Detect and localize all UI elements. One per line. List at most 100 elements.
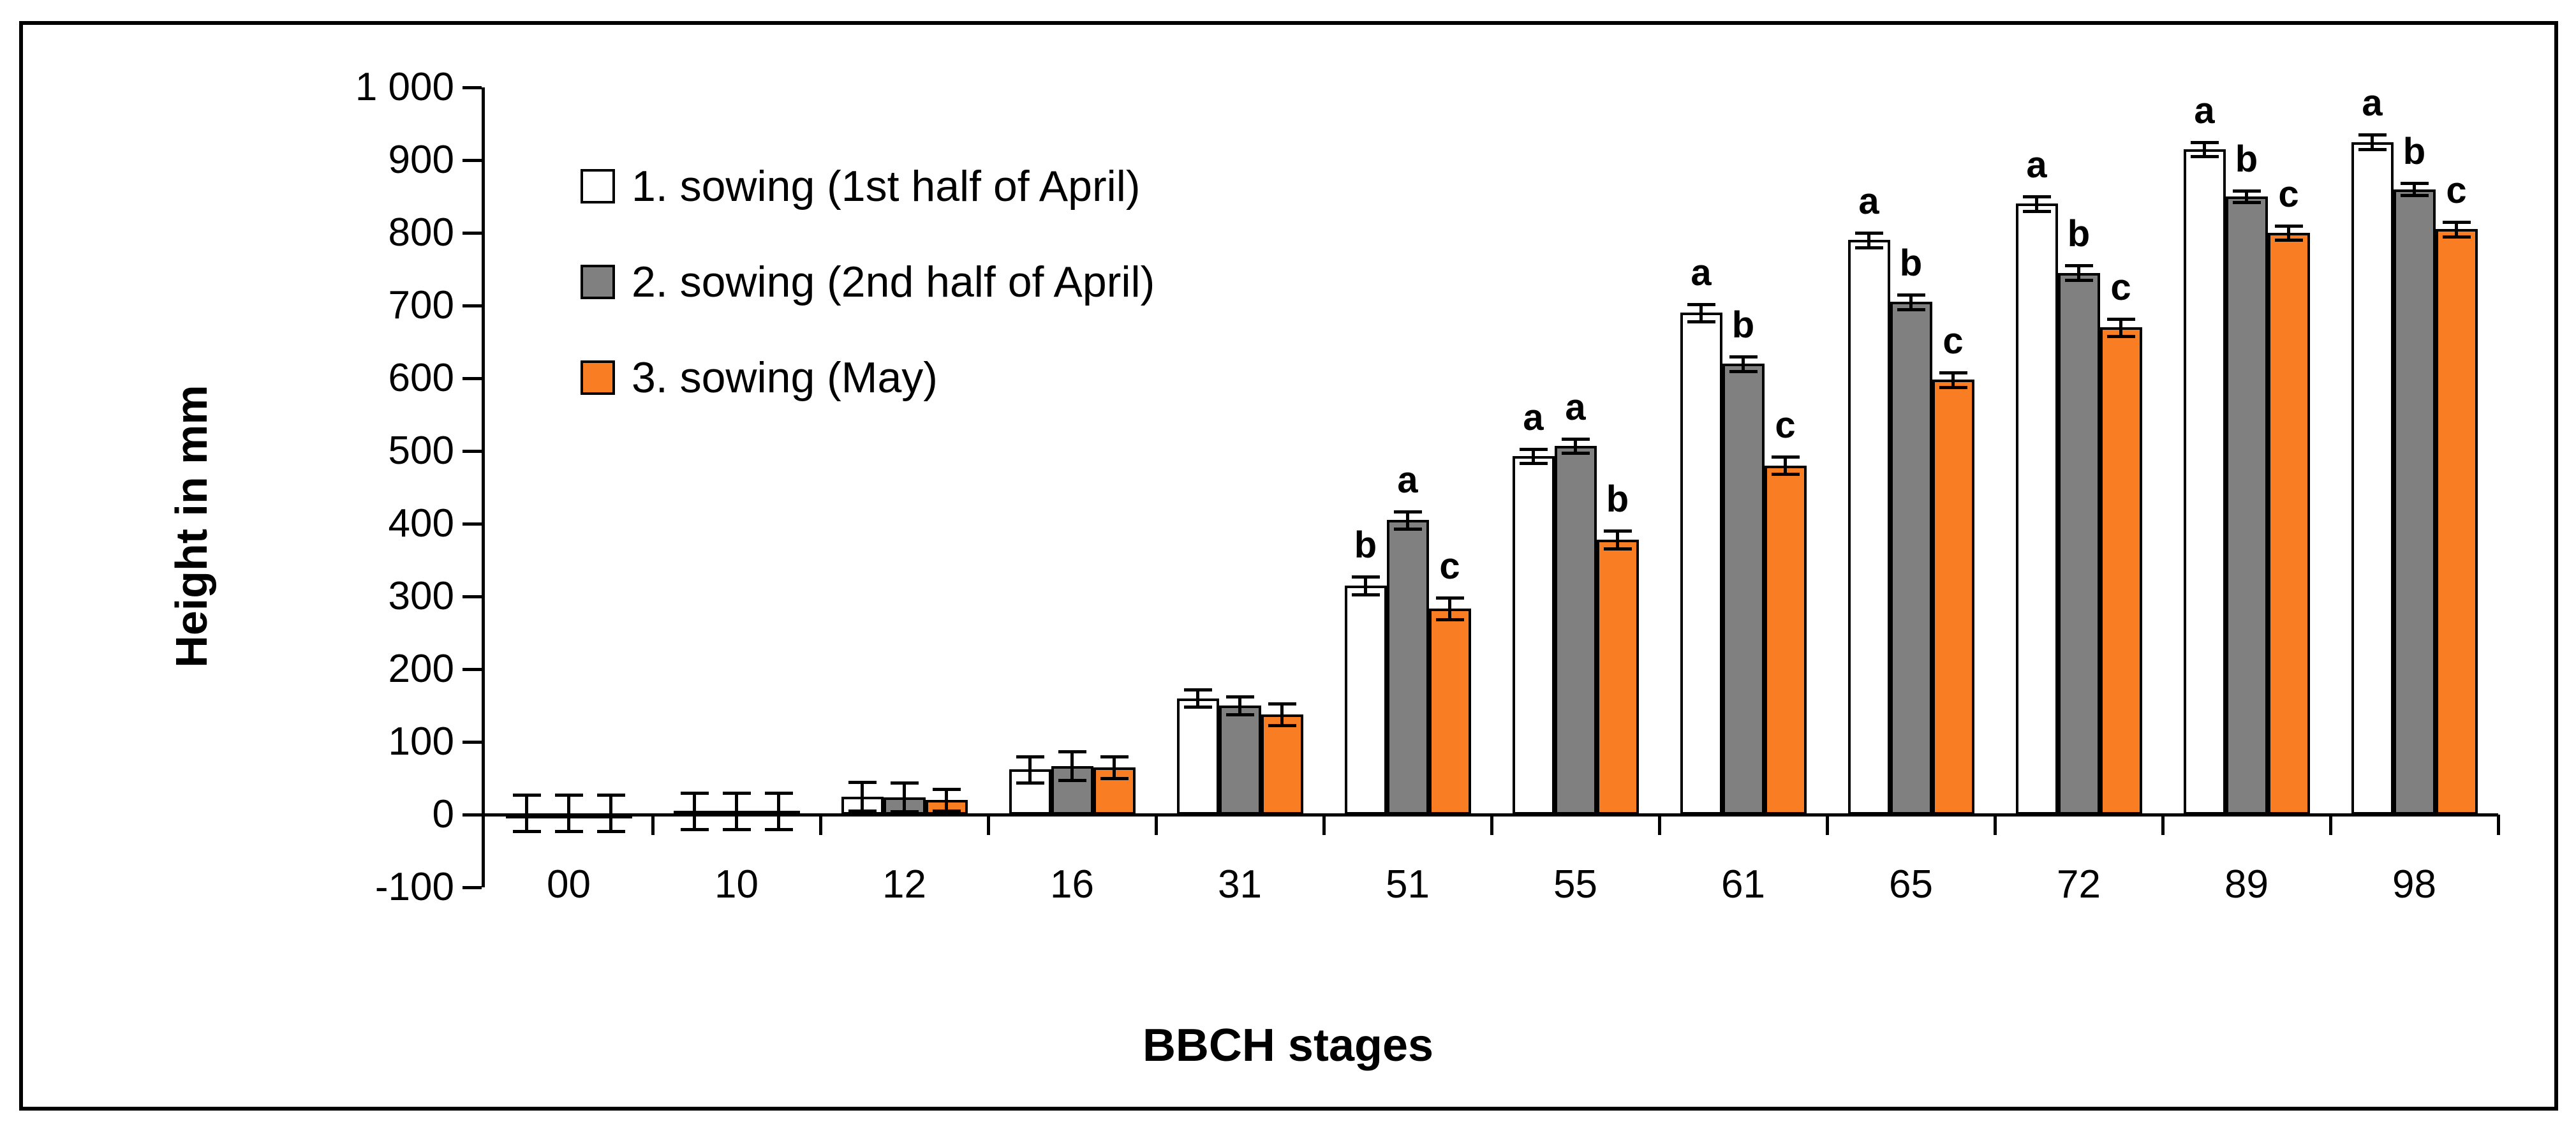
error-bar-cap: [848, 780, 877, 784]
significance-letter: c: [2446, 169, 2467, 211]
bar-sowing-3-bbch-61: [1764, 465, 1807, 815]
y-axis-tick: [463, 450, 482, 453]
error-bar: [1616, 531, 1619, 549]
bar-sowing-2-bbch-61: [1722, 364, 1765, 815]
significance-letter: c: [1943, 320, 1964, 362]
error-bar-cap: [2400, 182, 2429, 186]
x-category-label: 89: [2224, 862, 2269, 906]
error-bar-cap: [1183, 688, 1212, 691]
error-bar-cap: [1183, 706, 1212, 709]
significance-letter: a: [2362, 82, 2383, 124]
error-bar: [945, 789, 948, 811]
bar-sowing-3-bbch-55: [1596, 540, 1639, 815]
error-bar-cap: [890, 810, 919, 814]
error-bar-cap: [2022, 195, 2051, 198]
y-tick-label: 200: [388, 647, 454, 691]
error-bar-cap: [1393, 527, 1422, 531]
error-bar: [1070, 751, 1074, 781]
significance-letter: b: [2067, 213, 2091, 255]
error-bar: [1532, 448, 1535, 464]
error-bar: [1574, 438, 1577, 454]
y-axis-line: [482, 87, 485, 887]
error-bar-cap: [2358, 147, 2387, 151]
error-bar-cap: [1729, 369, 1758, 373]
error-bar-cap: [2442, 235, 2471, 239]
error-bar-cap: [512, 830, 541, 834]
bar-sowing-2-bbch-55: [1554, 446, 1597, 815]
error-bar: [2371, 135, 2374, 149]
error-bar-cap: [1771, 455, 1800, 459]
error-bar-cap: [764, 827, 793, 831]
y-axis-tick: [463, 86, 482, 89]
error-bar-cap: [2274, 239, 2303, 242]
x-category-label: 98: [2392, 862, 2436, 906]
error-bar-cap: [2442, 220, 2471, 224]
error-bar: [1784, 457, 1787, 475]
error-bar-cap: [2106, 317, 2135, 321]
x-axis-tick: [2161, 815, 2165, 835]
bar-sowing-1-bbch-89: [2183, 149, 2226, 815]
error-bar: [2455, 221, 2458, 237]
x-axis-tick: [1658, 815, 1661, 835]
significance-letter: a: [2194, 89, 2215, 131]
bar-sowing-2-bbch-98: [2393, 189, 2436, 815]
bar-sowing-1-bbch-72: [2015, 203, 2058, 815]
error-bar-cap: [2190, 155, 2219, 159]
error-bar: [1406, 511, 1409, 529]
y-tick-label: -100: [374, 865, 454, 909]
legend: 1. sowing (1st half of April) 2. sowing (…: [581, 159, 1155, 447]
x-category-label: 65: [1889, 862, 1933, 906]
legend-label: 1. sowing (1st half of April): [632, 162, 1141, 211]
error-bar-cap: [1058, 750, 1086, 753]
x-axis-title: BBCH stages: [1142, 1020, 1434, 1071]
y-axis-tick: [463, 595, 482, 598]
y-axis-tick: [463, 813, 482, 817]
error-bar-cap: [1225, 695, 1254, 699]
bar-sowing-1-bbch-61: [1680, 313, 1722, 815]
error-bar-cap: [1268, 702, 1296, 706]
error-bar: [735, 792, 738, 829]
error-bar-cap: [1939, 371, 1967, 374]
error-bar-cap: [1897, 307, 1925, 311]
legend-item: 2. sowing (2nd half of April): [581, 255, 1155, 309]
error-bar: [2245, 190, 2248, 203]
error-bar-cap: [1519, 462, 1548, 466]
error-bar: [693, 792, 696, 829]
error-bar-cap: [596, 794, 625, 797]
y-axis-tick: [463, 522, 482, 526]
legend-swatch-icon: [581, 169, 615, 203]
figure-border: [19, 21, 2558, 1111]
error-bar: [1238, 697, 1241, 714]
legend-label: 2. sowing (2nd half of April): [632, 258, 1155, 306]
error-bar-cap: [2022, 209, 2051, 213]
error-bar-cap: [890, 781, 919, 785]
significance-letter: a: [1565, 386, 1586, 428]
significance-letter: a: [1523, 396, 1544, 438]
error-bar-cap: [1771, 473, 1800, 477]
significance-letter: b: [2402, 131, 2426, 173]
error-bar: [1113, 756, 1116, 778]
x-axis-tick: [1490, 815, 1493, 835]
x-axis-tick: [1155, 815, 1158, 835]
error-bar-cap: [2358, 133, 2387, 137]
significance-letter: a: [1691, 251, 1712, 293]
error-bar-cap: [848, 809, 877, 813]
error-bar-cap: [554, 794, 583, 797]
bar-sowing-2-bbch-65: [1890, 302, 1932, 815]
x-axis-tick: [2329, 815, 2332, 835]
error-bar: [1742, 356, 1745, 371]
error-bar: [567, 795, 570, 832]
significance-letter: b: [1899, 242, 1923, 284]
y-tick-label: 900: [388, 138, 454, 182]
bar-sowing-1-bbch-55: [1512, 455, 1555, 815]
error-bar-cap: [1729, 355, 1758, 359]
error-bar: [1867, 233, 1870, 248]
x-category-label: 12: [882, 862, 926, 906]
error-bar-cap: [2232, 189, 2261, 193]
y-axis-tick: [463, 159, 482, 162]
bar-sowing-1-bbch-98: [2351, 142, 2394, 815]
error-bar-cap: [1603, 529, 1632, 533]
error-bar-cap: [1687, 302, 1715, 306]
y-axis-tick: [463, 232, 482, 235]
